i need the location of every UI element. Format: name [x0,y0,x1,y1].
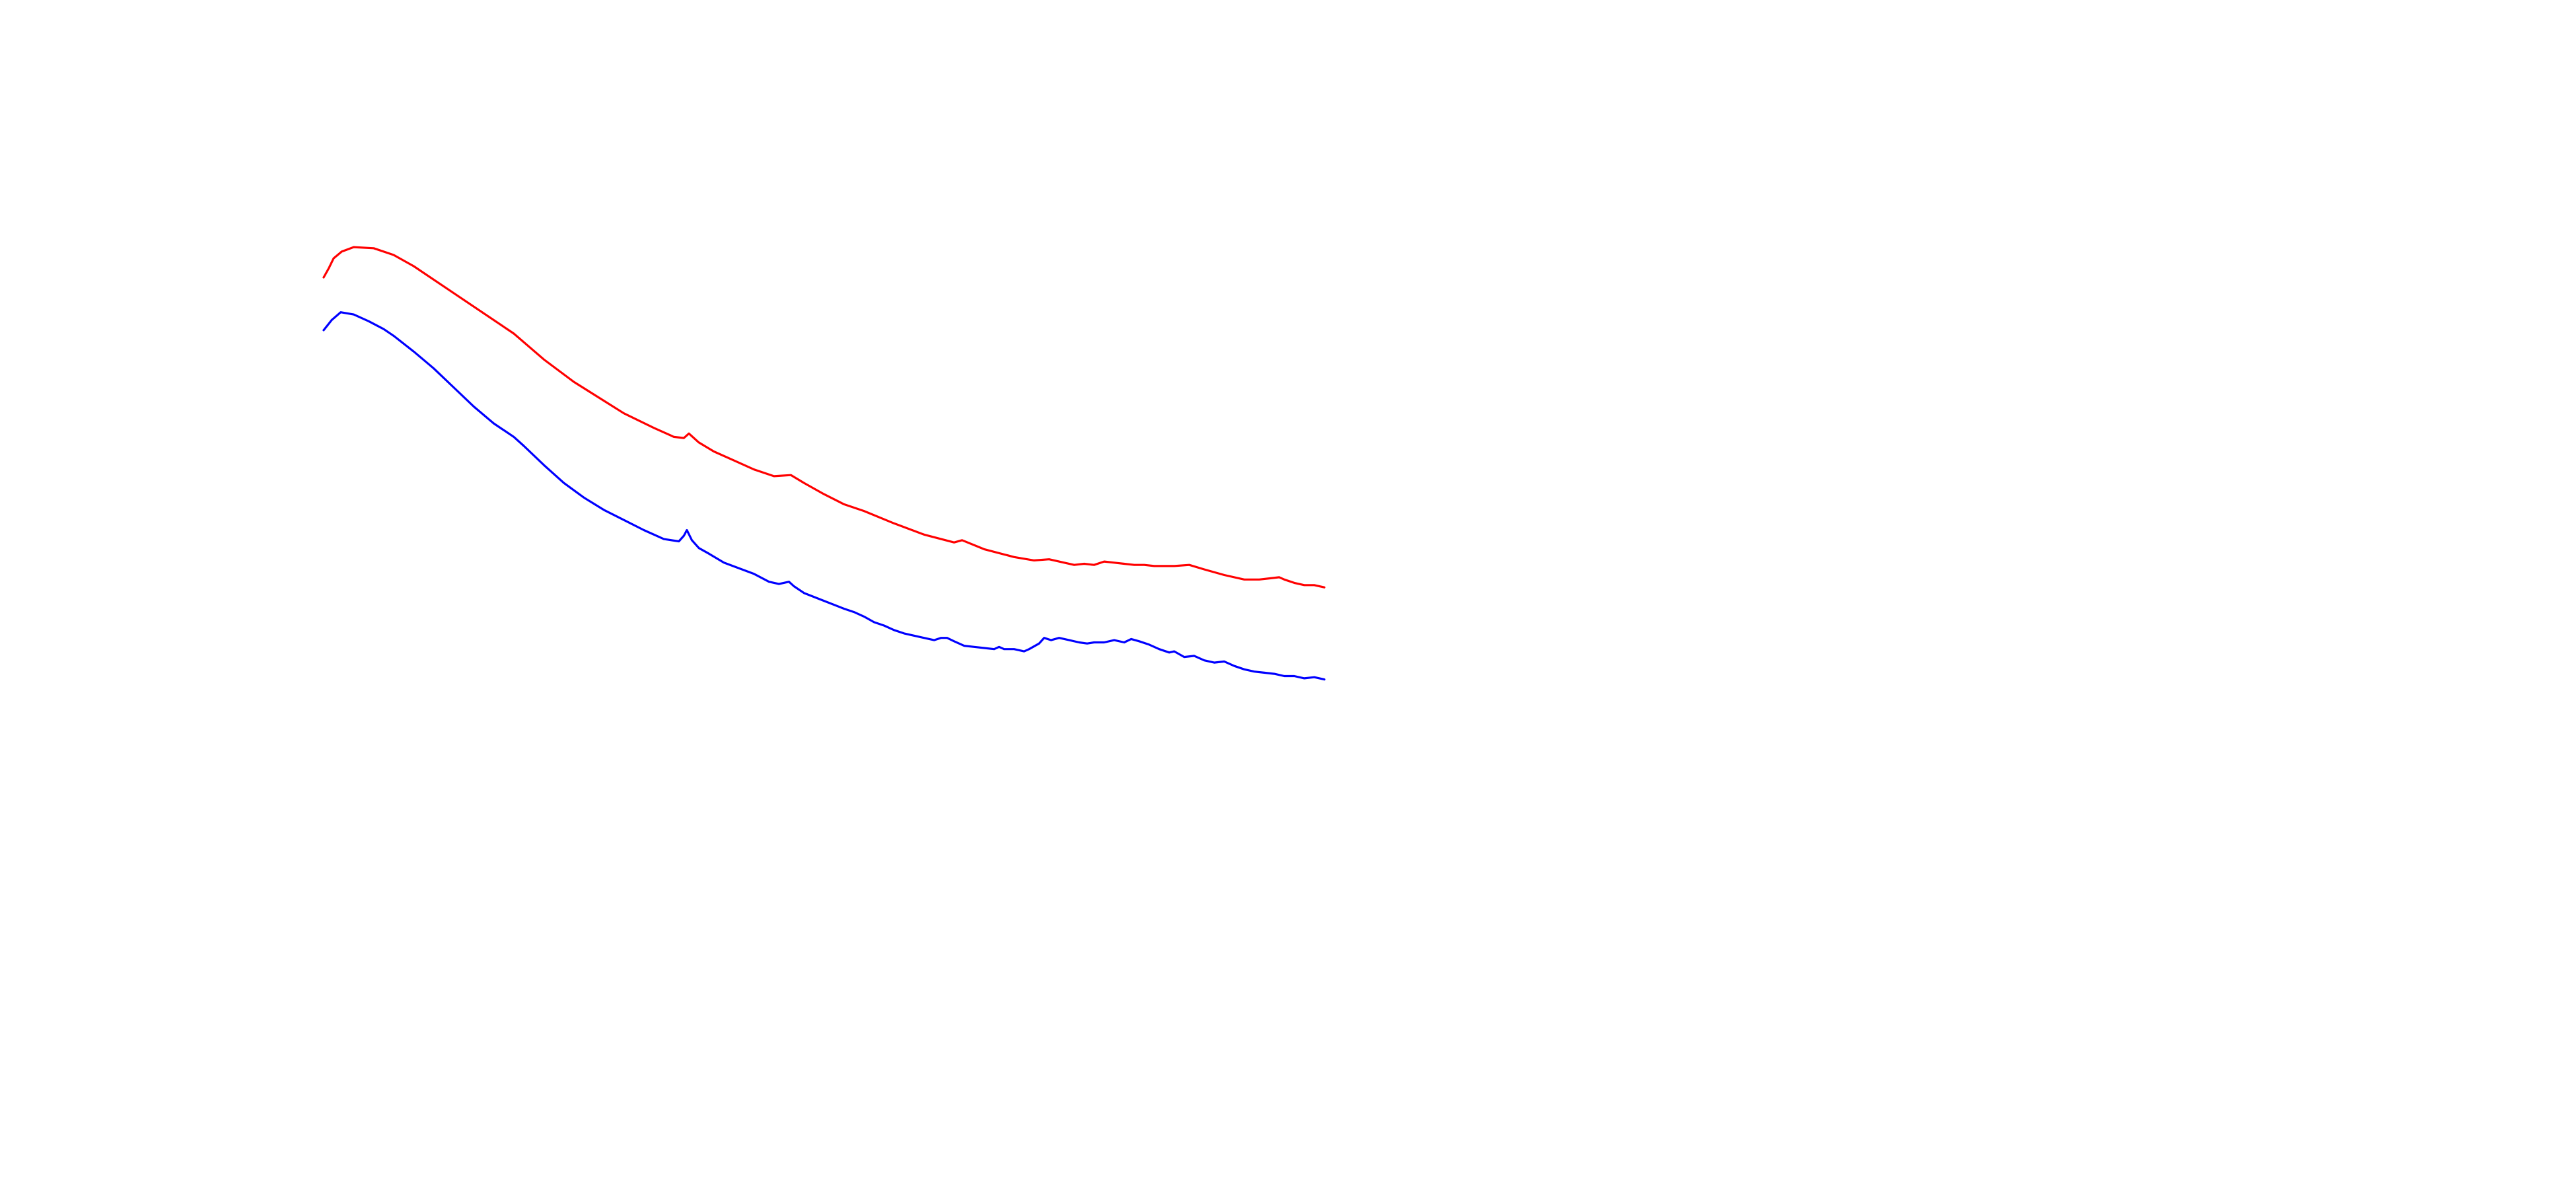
series-layer [322,246,1326,681]
series-line-1 [322,246,1326,589]
series-line-2 [322,311,1326,681]
